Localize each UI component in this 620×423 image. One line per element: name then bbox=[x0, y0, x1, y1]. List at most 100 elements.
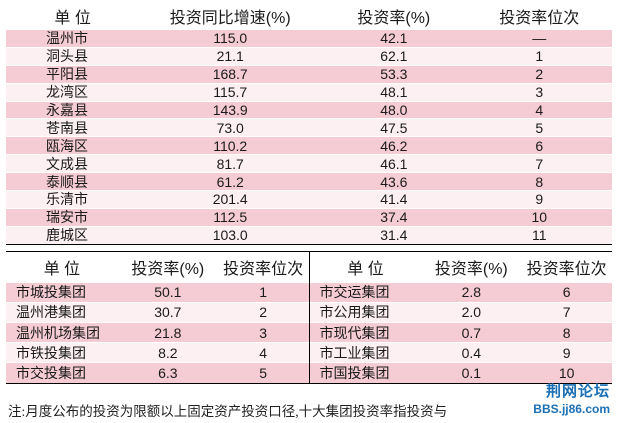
cell-value: 62.1 bbox=[321, 46, 467, 66]
table-row: 市公用集团 2.0 7 bbox=[309, 301, 612, 323]
cell-value: 5 bbox=[466, 118, 612, 137]
cell-value: 21.8 bbox=[117, 322, 218, 343]
cell-value: 103.0 bbox=[139, 225, 322, 245]
cell-unit: 市工业集团 bbox=[309, 342, 422, 363]
cell-value: 30.7 bbox=[117, 301, 218, 323]
table-row: 市现代集团 0.7 8 bbox=[309, 322, 612, 343]
cell-value: 1 bbox=[217, 281, 309, 303]
cell-value: 2.8 bbox=[421, 281, 522, 303]
cell-value: 115.0 bbox=[139, 29, 322, 48]
cell-value: 143.9 bbox=[139, 100, 322, 119]
cell-value: 2 bbox=[466, 64, 612, 84]
table-row: 苍南县 73.0 47.5 5 bbox=[6, 118, 612, 137]
cell-value: 46.2 bbox=[321, 136, 467, 155]
header-unit: 单 位 bbox=[309, 251, 422, 283]
cell-value: 4 bbox=[466, 100, 612, 119]
cell-unit: 市交投集团 bbox=[6, 362, 118, 383]
cell-unit: 文成县 bbox=[6, 154, 140, 173]
cell-value: 3 bbox=[466, 82, 612, 102]
watermark-title: 荆网论坛 bbox=[545, 383, 610, 400]
cell-value: 0.1 bbox=[421, 362, 522, 383]
cell-unit: 温州市 bbox=[6, 29, 140, 48]
header-rank: 投资率位次 bbox=[466, 2, 612, 30]
watermark-url: BBS.jj86.com bbox=[533, 402, 610, 416]
header-rate: 投资率(%) bbox=[421, 251, 522, 283]
cell-value: 6 bbox=[521, 281, 612, 303]
cell-value: 3 bbox=[217, 322, 309, 343]
cell-unit: 鹿城区 bbox=[6, 225, 140, 245]
cell-value: 112.5 bbox=[139, 207, 322, 227]
table-header-row: 单 位 投资率(%) 投资率位次 bbox=[309, 251, 612, 283]
cell-value: 46.1 bbox=[321, 154, 467, 173]
cell-value: 168.7 bbox=[139, 64, 322, 84]
cell-value: 8 bbox=[521, 322, 612, 343]
table-row: 温州港集团 30.7 2 bbox=[6, 301, 309, 323]
cell-value: 53.3 bbox=[321, 64, 467, 84]
cell-value: 43.6 bbox=[321, 172, 467, 191]
table-row: 龙湾区 115.7 48.1 3 bbox=[6, 82, 612, 102]
table-row: 温州机场集团 21.8 3 bbox=[6, 322, 309, 343]
cell-value: 10 bbox=[466, 207, 612, 227]
cell-value: 6.3 bbox=[117, 362, 218, 383]
cell-unit: 市国投集团 bbox=[309, 362, 422, 383]
cell-value: 4 bbox=[217, 342, 309, 363]
cell-unit: 市城投集团 bbox=[6, 281, 118, 303]
cell-value: 61.2 bbox=[139, 172, 322, 191]
cell-unit: 平阳县 bbox=[6, 64, 140, 84]
cell-unit: 温州港集团 bbox=[6, 301, 118, 323]
cell-value: 81.7 bbox=[139, 154, 322, 173]
cell-unit: 永嘉县 bbox=[6, 100, 140, 119]
table-header-row: 单 位 投资同比增速(%) 投资率(%) 投资率位次 bbox=[6, 2, 612, 30]
cell-value: 31.4 bbox=[321, 225, 467, 245]
cell-unit: 乐清市 bbox=[6, 190, 140, 209]
table-row: 瑞安市 112.5 37.4 10 bbox=[6, 207, 612, 227]
table-row: 鹿城区 103.0 31.4 11 bbox=[6, 225, 612, 245]
table-row: 永嘉县 143.9 48.0 4 bbox=[6, 100, 612, 119]
cell-value: 115.7 bbox=[139, 82, 322, 102]
cell-unit: 泰顺县 bbox=[6, 172, 140, 191]
table-row: 洞头县 21.1 62.1 1 bbox=[6, 46, 612, 66]
cell-value: 9 bbox=[521, 342, 612, 363]
cell-unit: 瓯海区 bbox=[6, 136, 140, 155]
cell-value: 1 bbox=[466, 46, 612, 66]
cell-value: 42.1 bbox=[321, 29, 467, 48]
table-row: 泰顺县 61.2 43.6 8 bbox=[6, 172, 612, 191]
cell-value: 47.5 bbox=[321, 118, 467, 137]
header-unit: 单 位 bbox=[6, 251, 118, 283]
cell-value: 8 bbox=[466, 172, 612, 191]
group-table-right: 单 位 投资率(%) 投资率位次 市交运集团 2.8 6 市公用集团 2.0 7 市现代集团… bbox=[308, 251, 612, 383]
header-rank: 投资率位次 bbox=[217, 251, 309, 283]
cell-value: 5 bbox=[217, 362, 309, 383]
cell-unit: 瑞安市 bbox=[6, 207, 140, 227]
cell-value: 9 bbox=[466, 190, 612, 209]
table-row: 文成县 81.7 46.1 7 bbox=[6, 154, 612, 173]
cell-value: 48.0 bbox=[321, 100, 467, 119]
cell-value: — bbox=[466, 29, 612, 48]
table-header-row: 单 位 投资率(%) 投资率位次 bbox=[6, 251, 309, 283]
table-row: 乐清市 201.4 41.4 9 bbox=[6, 190, 612, 209]
cell-value: 2 bbox=[217, 301, 309, 323]
cell-value: 11 bbox=[466, 225, 612, 245]
group-table-left: 单 位 投资率(%) 投资率位次 市城投集团 50.1 1 温州港集团 30.7 2 温州机… bbox=[6, 251, 309, 383]
cell-value: 201.4 bbox=[139, 190, 322, 209]
cell-value: 7 bbox=[521, 301, 612, 323]
cell-value: 8.2 bbox=[117, 342, 218, 363]
cell-value: 48.1 bbox=[321, 82, 467, 102]
cell-value: 0.4 bbox=[421, 342, 522, 363]
table-row: 市交运集团 2.8 6 bbox=[309, 281, 612, 303]
table-row: 市工业集团 0.4 9 bbox=[309, 342, 612, 363]
county-investment-table: 单 位 投资同比增速(%) 投资率(%) 投资率位次 温州市 115.0 42.1—… bbox=[6, 2, 612, 245]
cell-value: 73.0 bbox=[139, 118, 322, 137]
cell-value: 41.4 bbox=[321, 190, 467, 209]
cell-unit: 苍南县 bbox=[6, 118, 140, 137]
header-rate: 投资率(%) bbox=[321, 2, 467, 30]
cell-value: 37.4 bbox=[321, 207, 467, 227]
cell-value: 6 bbox=[466, 136, 612, 155]
cell-unit: 市公用集团 bbox=[309, 301, 422, 323]
footnote: 注:月度公布的投资为限额以上固定资产投资口径,十大集团投资率指投资与 bbox=[8, 404, 448, 419]
site-watermark: 荆网论坛 BBS.jj86.com bbox=[533, 380, 610, 416]
cell-value: 2.0 bbox=[421, 301, 522, 323]
cell-unit: 市铁投集团 bbox=[6, 342, 118, 363]
cell-unit: 市交运集团 bbox=[309, 281, 422, 303]
table-row: 温州市 115.0 42.1— bbox=[6, 29, 612, 48]
